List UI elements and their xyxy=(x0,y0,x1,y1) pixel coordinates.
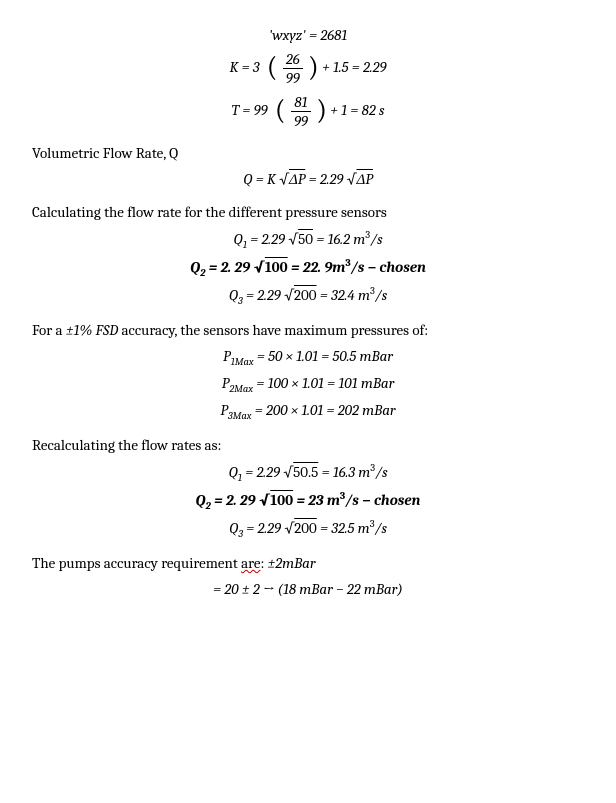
sqrt-icon: √ xyxy=(288,230,298,248)
eq-P2-rhs: = 100 × 1.01 = 101 mBar xyxy=(256,374,394,392)
eq-Q3-unit: /s xyxy=(375,286,387,304)
eq-Q3-sub: 3 xyxy=(238,295,243,307)
eq-Q2-lhs: Q xyxy=(190,258,200,276)
eq-Q3-sqrt: 200 xyxy=(294,286,317,304)
sqrt-icon: √ xyxy=(347,170,357,188)
eq-Q3-mid: = 2.29 xyxy=(246,286,281,304)
lparen-icon: ( xyxy=(275,96,286,124)
eq-Q-sqrt2: ΔP xyxy=(357,170,373,188)
eq-Q3b-lhs: Q xyxy=(229,519,238,537)
eq-Q1-sqrt: 50 xyxy=(298,230,313,248)
eq-T-frac: 81 99 xyxy=(291,93,311,130)
eq-K-num: 26 xyxy=(283,50,303,69)
eq-P3-sym: P xyxy=(220,401,228,419)
eq-Q-lhs: Q = K xyxy=(243,170,276,188)
eq-final: = 20 ± 2 → (18 mBar − 22 mBar) xyxy=(32,580,584,598)
para-calculating: Calculating the flow rate for the differ… xyxy=(32,203,584,221)
eq-P3: P3Max = 200 × 1.01 = 202 mBar xyxy=(32,401,584,422)
eq-Q1b-mid: = 2.29 xyxy=(245,463,280,481)
eq-K-lhs: K = 3 xyxy=(230,58,260,76)
eq-Q2-sqrt: 100 xyxy=(265,258,288,276)
eq-T-lhs: T = 99 xyxy=(232,101,268,119)
eq-P1: P1Max = 50 × 1.01 = 50.5 mBar xyxy=(32,347,584,368)
eq-Q2b-sqrt: 100 xyxy=(270,491,293,509)
para-pump-b: : xyxy=(260,554,267,572)
eq-Q2b-lhs: Q xyxy=(196,491,206,509)
para-pump-are: are xyxy=(241,554,260,572)
sqrt-icon: √ xyxy=(283,463,293,481)
para-pump: The pumps accuracy requirement are: ±2mB… xyxy=(32,554,584,572)
eq-P3-sub: 3Max xyxy=(228,410,251,422)
eq-Q2b-sub: 2 xyxy=(206,500,211,512)
rparen-icon: ) xyxy=(308,53,319,81)
eq-Q3-rhs: = 32.4 m xyxy=(320,286,370,304)
para-pump-a: The pumps accuracy requirement xyxy=(32,554,241,572)
eq-Q1-lhs: Q xyxy=(233,230,242,248)
eq-Q2b-mid: = 2. 29 xyxy=(214,491,255,509)
eq-Q2-sub: 2 xyxy=(200,267,205,279)
eq-Q1: Q1 = 2.29 √50 = 16.2 m3/s xyxy=(32,229,584,251)
eq-Q3b-sub: 3 xyxy=(238,528,243,540)
eq-Q2-unit: /s − chosen xyxy=(351,258,426,276)
sqrt-icon: √ xyxy=(284,519,294,537)
eq-final-text: = 20 ± 2 → (18 mBar − 22 mBar) xyxy=(213,580,403,598)
eq-Q2b-rhs: = 23 m xyxy=(296,491,339,509)
eq-Q1b: Q1 = 2.29 √50.5 = 16.3 m3/s xyxy=(32,462,584,484)
eq-Q3b-sqrt: 200 xyxy=(294,519,317,537)
eq-Q1-sub: 1 xyxy=(243,239,247,251)
para-volumetric: Volumetric Flow Rate, Q xyxy=(32,144,584,162)
para-recalc: Recalculating the flow rates as: xyxy=(32,436,584,454)
para-fsd: For a ±1% FSD accuracy, the sensors have… xyxy=(32,321,584,339)
eq-T-num: 81 xyxy=(291,93,311,112)
eq-Q2b: Q2 = 2. 29 √100 = 23 m3/s − chosen xyxy=(32,490,584,512)
eq-Q1-unit: /s xyxy=(370,230,382,248)
eq-K-rhs: + 1.5 = 2.29 xyxy=(322,58,386,76)
para-fsd-b: ±1% FSD xyxy=(66,321,118,339)
eq-Q3: Q3 = 2.29 √200 = 32.4 m3/s xyxy=(32,285,584,307)
eq-P3-rhs: = 200 × 1.01 = 202 mBar xyxy=(255,401,396,419)
para-fsd-a: For a xyxy=(32,321,66,339)
sqrt-icon: √ xyxy=(253,258,265,276)
rparen-icon: ) xyxy=(316,96,327,124)
eq-K-den: 99 xyxy=(283,69,303,87)
eq-Q1-rhs: = 16.2 m xyxy=(316,230,365,248)
eq-Q1b-lhs: Q xyxy=(228,463,237,481)
eq-P1-sub: 1Max xyxy=(231,356,254,368)
eq-K: K = 3 ( 26 99 ) + 1.5 = 2.29 xyxy=(32,50,584,87)
lparen-icon: ( xyxy=(267,53,278,81)
eq-Q3b: Q3 = 2.29 √200 = 32.5 m3/s xyxy=(32,518,584,540)
para-fsd-c: accuracy, the sensors have maximum press… xyxy=(118,321,428,339)
sqrt-icon: √ xyxy=(259,491,271,509)
eq-Q3b-unit: /s xyxy=(375,519,387,537)
eq-wxyz: 'wxyz' = 2681 xyxy=(32,26,584,44)
sqrt-icon: √ xyxy=(284,286,294,304)
eq-T: T = 99 ( 81 99 ) + 1 = 82 s xyxy=(32,93,584,130)
eq-P1-sym: P xyxy=(223,347,231,365)
eq-Q2-mid: = 2. 29 xyxy=(209,258,250,276)
eq-K-frac: 26 99 xyxy=(283,50,303,87)
eq-Q1-mid: = 2.29 xyxy=(250,230,285,248)
eq-Q2-rhs: = 22. 9m xyxy=(291,258,345,276)
eq-Q: Q = K √ΔP = 2.29 √ΔP xyxy=(32,170,584,189)
eq-Q-sqrt1: ΔP xyxy=(289,170,305,188)
eq-T-den: 99 xyxy=(291,112,311,130)
eq-Q1b-sub: 1 xyxy=(238,472,242,484)
eq-Q3b-mid: = 2.29 xyxy=(246,519,281,537)
eq-Q-mid: = 2.29 xyxy=(309,170,344,188)
eq-Q1b-rhs: = 16.3 m xyxy=(322,463,371,481)
eq-P2-sub: 2Max xyxy=(229,383,253,395)
eq-Q2b-unit: /s − chosen xyxy=(345,491,420,509)
eq-Q2: Q2 = 2. 29 √100 = 22. 9m3/s − chosen xyxy=(32,257,584,279)
eq-Q1b-sqrt: 50.5 xyxy=(293,463,318,481)
eq-Q3-lhs: Q xyxy=(229,286,238,304)
eq-P1-rhs: = 50 × 1.01 = 50.5 mBar xyxy=(257,347,393,365)
eq-T-rhs: + 1 = 82 s xyxy=(330,101,384,119)
eq-Q3b-rhs: = 32.5 m xyxy=(320,519,370,537)
para-pump-c: ±2mBar xyxy=(268,554,316,572)
sqrt-icon: √ xyxy=(279,170,289,188)
eq-Q1b-unit: /s xyxy=(375,463,387,481)
eq-P2: P2Max = 100 × 1.01 = 101 mBar xyxy=(32,374,584,395)
eq-wxyz-text: 'wxyz' = 2681 xyxy=(269,26,347,44)
